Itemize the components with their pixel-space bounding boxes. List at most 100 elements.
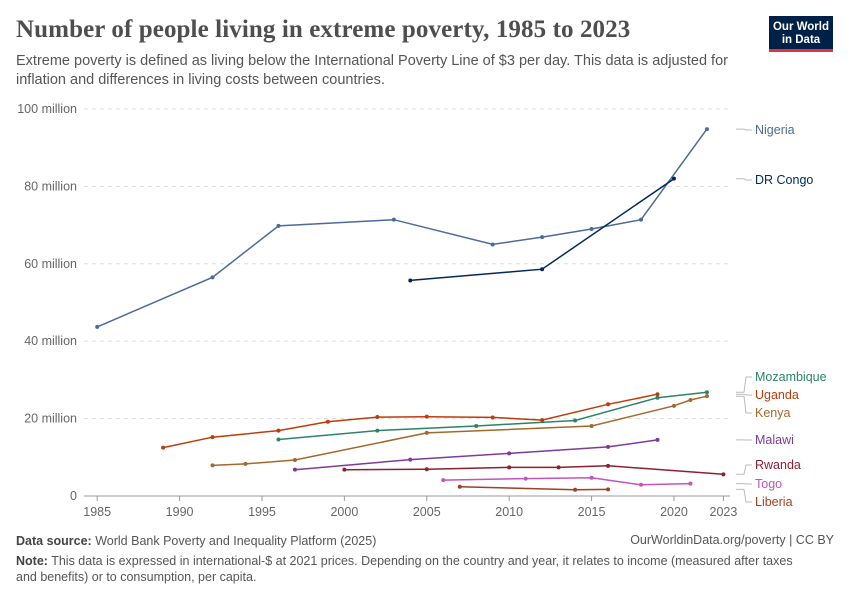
data-point — [391, 217, 396, 222]
data-point — [721, 472, 726, 477]
source-text[interactable]: World Bank Poverty and Inequality Platfo… — [95, 534, 377, 548]
data-point — [606, 402, 611, 407]
source-label: Data source: — [16, 534, 92, 548]
y-tick-label: 100 million — [17, 102, 77, 116]
owid-logo[interactable]: Our World in Data — [769, 16, 833, 52]
data-point — [704, 390, 709, 395]
data-point — [325, 419, 330, 424]
x-tick-label: 2005 — [413, 505, 441, 519]
x-tick-label: 1985 — [83, 505, 111, 519]
data-point — [589, 226, 594, 231]
data-point — [573, 487, 578, 492]
data-point — [375, 415, 380, 420]
data-point — [540, 235, 545, 240]
label-connector — [736, 128, 752, 131]
series-rwanda — [342, 463, 726, 477]
series-label: Liberia — [755, 495, 793, 509]
credit-link[interactable]: OurWorldinData.org/poverty | CC BY — [630, 533, 834, 547]
data-point — [589, 423, 594, 428]
data-point — [573, 418, 578, 423]
series-line — [410, 178, 675, 282]
data-point — [490, 242, 495, 247]
data-point — [276, 428, 281, 433]
data-point — [95, 324, 100, 329]
label-connector — [736, 393, 752, 396]
series-line — [459, 485, 609, 491]
x-tick-label: 2000 — [330, 505, 358, 519]
data-point — [424, 430, 429, 435]
data-point — [671, 176, 676, 181]
data-point — [507, 465, 512, 470]
series-line — [96, 128, 708, 328]
line-chart: 0 20 million 40 million 60 million 80 millio… — [17, 102, 827, 519]
label-connector — [736, 376, 752, 393]
data-point — [474, 423, 479, 428]
series-line — [162, 393, 658, 449]
data-point — [292, 458, 297, 463]
data-point — [540, 418, 545, 423]
logo-line-2: in Data — [781, 34, 821, 46]
data-point — [408, 278, 413, 283]
series-label: Uganda — [755, 388, 799, 402]
data-point — [606, 487, 611, 492]
data-point — [276, 223, 281, 228]
data-point — [490, 415, 495, 420]
x-tick-label: 1995 — [248, 505, 276, 519]
series-kenya — [210, 394, 709, 468]
data-point — [210, 275, 215, 280]
y-tick-label: 0 — [70, 489, 77, 503]
data-point — [639, 482, 644, 487]
data-point — [606, 444, 611, 449]
x-tick-label: 2015 — [578, 505, 606, 519]
data-point — [342, 467, 347, 472]
series-togo — [441, 475, 693, 487]
series-label: Nigeria — [755, 123, 795, 137]
y-tick-label: 80 million — [24, 179, 77, 193]
data-point — [408, 457, 413, 462]
label-connector — [736, 395, 752, 414]
data-point — [441, 478, 446, 483]
data-point — [424, 414, 429, 419]
data-point — [556, 465, 561, 470]
series-label: Mozambique — [755, 370, 827, 384]
data-point — [210, 463, 215, 468]
series-label: Togo — [755, 477, 782, 491]
data-point — [704, 127, 709, 132]
data-point — [375, 428, 380, 433]
x-tick-label: 1990 — [166, 505, 194, 519]
series-nigeria — [95, 127, 709, 329]
data-point — [161, 445, 166, 450]
chart-subtitle: Extreme poverty is defined as living bel… — [16, 53, 728, 88]
data-point — [276, 437, 281, 442]
label-connector — [736, 464, 752, 475]
series-line — [344, 465, 724, 476]
chart-note: Note: This data is expressed in internat… — [16, 553, 816, 585]
series-label: DR Congo — [755, 173, 813, 187]
data-source: Data source: World Bank Poverty and Ineq… — [16, 533, 376, 549]
data-point — [704, 394, 709, 399]
label-connector — [736, 178, 752, 181]
x-tick-label: 2010 — [495, 505, 523, 519]
data-point — [655, 392, 660, 397]
series-mozambique — [276, 390, 709, 442]
x-tick-label: 2023 — [710, 505, 738, 519]
data-point — [671, 403, 676, 408]
data-point — [507, 451, 512, 456]
data-point — [424, 467, 429, 472]
data-point — [210, 435, 215, 440]
note-label: Note: — [16, 554, 48, 568]
series-malawi — [292, 437, 660, 472]
logo-accent-bar — [769, 49, 833, 52]
data-point — [688, 398, 693, 403]
data-point — [655, 395, 660, 400]
data-point — [589, 475, 594, 480]
data-point — [639, 217, 644, 222]
series-label: Malawi — [755, 433, 794, 447]
data-point — [523, 476, 528, 481]
logo-line-1: Our World — [772, 21, 829, 33]
data-point — [292, 467, 297, 472]
series-uganda — [161, 392, 660, 450]
data-point — [457, 484, 462, 489]
note-text: This data is expressed in international-… — [16, 554, 793, 584]
data-point — [243, 461, 248, 466]
